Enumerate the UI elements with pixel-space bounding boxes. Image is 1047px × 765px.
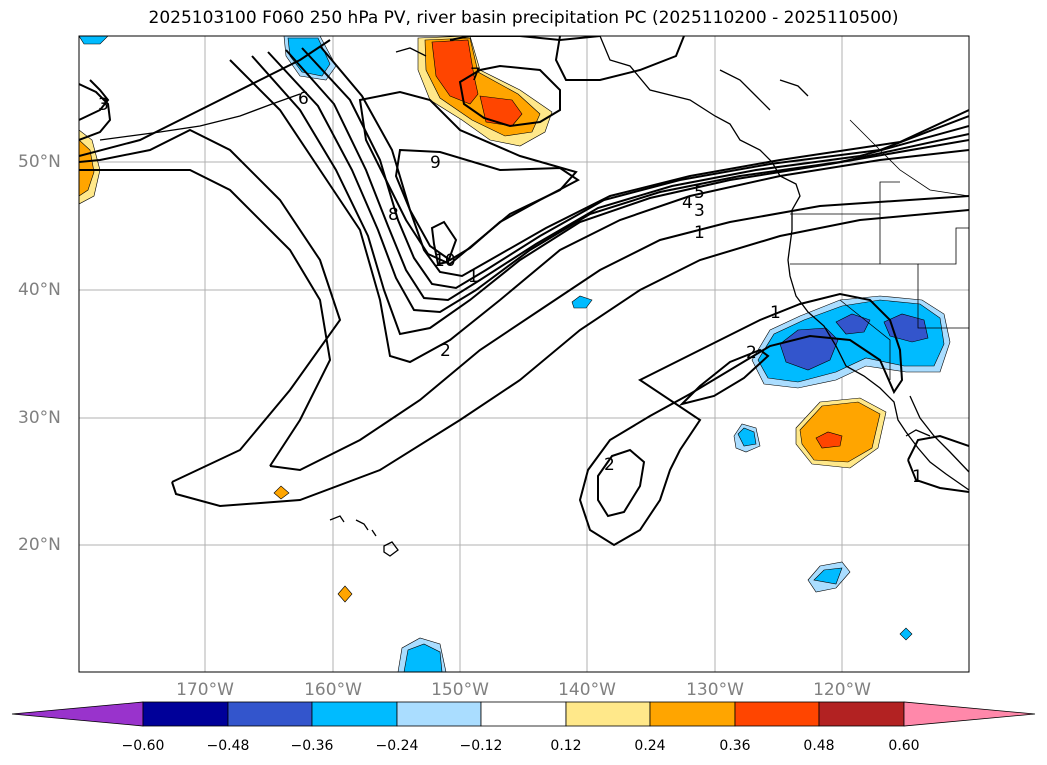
colorbar-tick-label: 0.36 <box>719 738 751 754</box>
lon-label: 170°W <box>176 680 234 700</box>
coastlines <box>99 36 969 557</box>
pv-contour-1 <box>171 209 969 508</box>
contour-label: 6 <box>298 89 309 109</box>
contour-label: 2 <box>440 341 451 361</box>
contour-label: 2 <box>604 455 615 475</box>
pv-contour <box>267 51 969 314</box>
pv-contour-7 <box>458 64 561 128</box>
pv-contour-1 <box>578 292 904 547</box>
pv-contour-2 <box>269 195 969 472</box>
colorbar-segment <box>649 701 736 727</box>
precipitation-shading <box>79 36 951 672</box>
pv-contour-1 <box>907 459 969 493</box>
colorbar-segment <box>565 701 651 727</box>
map-frame <box>78 35 970 673</box>
contour-label: 1 <box>468 267 479 287</box>
contour-labels: 3 6 9 8 10 7 5 4 3 1 1 2 1 2 2 1 <box>98 65 923 487</box>
precip-negative-area <box>779 327 839 371</box>
precip-positive-area <box>431 39 479 105</box>
colorbar-tick-label: −0.24 <box>375 738 419 754</box>
pv-contour <box>79 79 110 121</box>
contour-label: 5 <box>694 183 705 203</box>
pv-contour <box>251 55 969 336</box>
pv-contour-1 <box>907 434 969 461</box>
pv-contour <box>301 47 969 290</box>
colorbar-tick-label: 0.48 <box>803 738 835 754</box>
colorbar-segment <box>734 701 820 727</box>
colorbar-tick-label: −0.60 <box>121 738 165 754</box>
colorbar-tick-label: −0.12 <box>459 738 503 754</box>
colorbar-extend-min <box>11 701 144 727</box>
pv-contour-8 <box>358 90 578 266</box>
colorbar-tick-label: 0.24 <box>634 738 666 754</box>
colorbar-extend-max <box>903 701 1036 727</box>
contour-label: 2 <box>746 343 757 363</box>
lon-label: 130°W <box>686 680 744 700</box>
lat-label: 40°N <box>18 280 61 300</box>
contour-label: 1 <box>912 467 923 487</box>
pv-contour-2 <box>79 169 332 467</box>
pv-contour <box>229 59 969 364</box>
contour-label: 3 <box>98 95 109 115</box>
lon-label: 150°W <box>431 680 489 700</box>
precip-negative-area <box>835 313 871 335</box>
lon-label: 120°W <box>813 680 871 700</box>
precip-negative-area <box>571 295 593 309</box>
precip-positive-area <box>815 431 843 449</box>
colorbar-tick-label: 0.60 <box>888 738 920 754</box>
contour-label: 9 <box>430 153 441 173</box>
pv-contour <box>79 39 331 157</box>
contour-label: 1 <box>694 223 705 243</box>
colorbar-segment <box>311 701 398 727</box>
contour-label: 3 <box>694 201 705 221</box>
figure-title: 2025103100 F060 250 hPa PV, river basin … <box>148 8 899 28</box>
precip-positive-area <box>273 485 290 500</box>
contour-label: 1 <box>770 303 781 323</box>
lon-label: 160°W <box>304 680 362 700</box>
pv-contour <box>285 49 969 302</box>
colorbar-tick-label: −0.36 <box>290 738 334 754</box>
precip-positive-area <box>337 585 353 603</box>
political-borders <box>790 119 969 380</box>
pv-contour-1 <box>79 128 342 483</box>
contour-label: 7 <box>470 65 481 85</box>
pv-contours <box>79 36 969 547</box>
contour-label: 10 <box>434 251 456 271</box>
pv-contour-2 <box>597 448 646 518</box>
pv-contour-10 <box>430 220 458 266</box>
colorbar-segment <box>480 701 567 727</box>
precip-negative-area <box>79 36 109 45</box>
lon-label: 140°W <box>558 680 616 700</box>
lat-label: 20°N <box>18 535 61 555</box>
pv-contour-7 <box>449 36 601 42</box>
contour-label: 8 <box>388 205 399 225</box>
precip-negative-area <box>813 567 843 585</box>
colorbar-segment <box>142 701 229 727</box>
colorbar-segment <box>396 701 482 727</box>
lat-label: 30°N <box>18 408 61 428</box>
precip-negative-area <box>403 643 443 672</box>
pv-contour <box>319 45 969 278</box>
colorbar-segment <box>818 701 905 727</box>
precip-negative-area <box>737 427 757 447</box>
colorbar-segment <box>227 701 313 727</box>
colorbar-tick-label: −0.48 <box>206 738 250 754</box>
pv-contour-2 <box>678 348 770 406</box>
colorbar <box>11 701 1036 727</box>
contour-label: 4 <box>682 193 693 213</box>
precip-positive-area <box>799 401 881 463</box>
pv-contour <box>554 36 685 81</box>
precip-negative-area <box>899 627 913 641</box>
lat-label: 50°N <box>18 152 61 172</box>
pv-contour-3 <box>79 83 112 141</box>
colorbar-tick-label: 0.12 <box>550 738 582 754</box>
